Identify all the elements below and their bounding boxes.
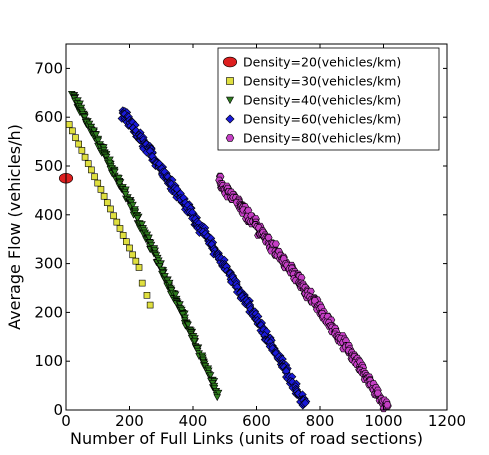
- data-point: [145, 234, 153, 242]
- data-point: [90, 127, 98, 135]
- data-point: [94, 137, 103, 145]
- y-tick-label: 100: [34, 352, 63, 370]
- data-point: [132, 257, 140, 265]
- data-point: [146, 301, 154, 309]
- data-point: [165, 279, 174, 287]
- x-axis-title: Number of Full Links (units of road sect…: [70, 429, 423, 448]
- data-point: [103, 199, 111, 206]
- data-point: [94, 179, 102, 187]
- data-point: [214, 389, 223, 397]
- data-point: [138, 279, 146, 287]
- data-point: [100, 192, 108, 200]
- data-point: [135, 264, 143, 271]
- data-point: [65, 121, 73, 128]
- data-point: [97, 186, 105, 193]
- data-point: [176, 301, 184, 309]
- x-tick-label: 400: [179, 412, 208, 430]
- legend-label: Density=80(vehicles/km): [243, 131, 401, 146]
- data-point: [123, 238, 130, 245]
- series-hexagon: [215, 172, 392, 413]
- legend-marker: [225, 134, 235, 142]
- y-tick-label: 0: [53, 401, 63, 419]
- y-tick-label: 300: [34, 255, 63, 273]
- x-tick-label: 800: [306, 412, 335, 430]
- legend: Density=20(vehicles/km) Density=30(vehicl…: [217, 47, 440, 151]
- data-point: [129, 201, 137, 209]
- y-axis-title: Average Flow (vehicles/h): [5, 124, 24, 330]
- legend-marker: [225, 96, 235, 105]
- legend-label: Density=30(vehicles/km): [243, 74, 401, 89]
- series-triangle-down: [67, 91, 223, 402]
- x-tick-label: 1000: [364, 412, 402, 430]
- x-axis-ticks: 0 200 400 600 800 1000 1200: [61, 44, 466, 430]
- data-point: [383, 401, 392, 409]
- legend-label: Density=20(vehicles/km): [243, 55, 401, 70]
- legend-box: [217, 47, 440, 151]
- legend-marker: [226, 77, 234, 85]
- data-point: [69, 127, 76, 135]
- plot-marks: [58, 91, 392, 413]
- data-point: [171, 291, 180, 299]
- data-point: [190, 337, 199, 345]
- y-tick-label: 500: [34, 157, 63, 175]
- data-point: [143, 292, 151, 299]
- series-diamond: [117, 106, 311, 410]
- data-point: [84, 160, 92, 167]
- data-point: [115, 180, 124, 188]
- data-point: [129, 251, 136, 259]
- data-point: [121, 191, 130, 199]
- x-tick-label: 1200: [428, 412, 466, 430]
- data-point: [119, 231, 127, 239]
- y-tick-label: 600: [34, 108, 63, 126]
- data-point: [206, 372, 215, 380]
- data-point: [155, 263, 164, 270]
- data-point: [91, 173, 98, 181]
- data-point: [147, 241, 156, 249]
- x-tick-label: 200: [115, 412, 144, 430]
- legend-marker: [225, 114, 235, 124]
- data-point: [133, 215, 142, 223]
- y-tick-label: 400: [34, 206, 63, 224]
- legend-label: Density=60(vehicles/km): [243, 112, 401, 127]
- data-point: [138, 221, 146, 229]
- data-point: [300, 398, 310, 408]
- y-tick-label: 200: [34, 303, 63, 321]
- data-point: [271, 240, 280, 248]
- y-axis-ticks: 0 100 200 300 400 500 600 700: [34, 59, 447, 419]
- data-point: [81, 153, 89, 161]
- legend-marker: [222, 56, 238, 68]
- data-point: [107, 205, 114, 213]
- data-point: [72, 134, 79, 141]
- data-point: [78, 147, 86, 154]
- data-point: [92, 131, 100, 139]
- data-point: [110, 212, 117, 220]
- data-point: [126, 244, 133, 252]
- y-tick-label: 700: [34, 59, 63, 77]
- data-point: [116, 225, 124, 232]
- data-point: [88, 166, 95, 174]
- data-point: [75, 140, 82, 148]
- data-point: [213, 394, 221, 402]
- x-tick-label: 0: [61, 412, 71, 430]
- legend-label: Density=40(vehicles/km): [243, 93, 401, 108]
- data-point: [113, 218, 121, 226]
- x-tick-label: 600: [242, 412, 271, 430]
- data-point: [81, 114, 89, 122]
- series-square: [65, 121, 154, 309]
- data-point: [111, 168, 119, 176]
- data-point: [184, 321, 192, 329]
